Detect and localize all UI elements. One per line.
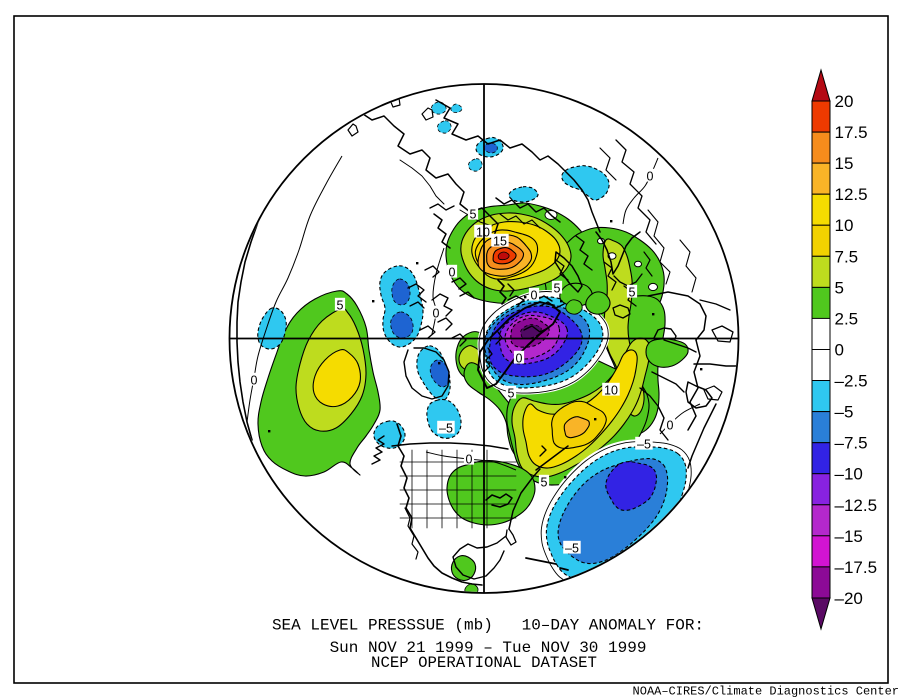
svg-text:–15: –15 bbox=[835, 527, 863, 546]
svg-text:SEA LEVEL PRESSSUE (mb) 10–D: SEA LEVEL PRESSSUE (mb) 10–DAY ANOMALY F… bbox=[272, 617, 704, 635]
svg-text:17.5: 17.5 bbox=[835, 123, 868, 142]
svg-text:0: 0 bbox=[531, 289, 538, 303]
svg-text:10: 10 bbox=[604, 384, 618, 398]
svg-text:2.5: 2.5 bbox=[835, 309, 859, 328]
svg-text:7.5: 7.5 bbox=[835, 247, 859, 266]
svg-text:–5: –5 bbox=[637, 438, 651, 452]
svg-text:–12.5: –12.5 bbox=[835, 496, 878, 515]
svg-text:0: 0 bbox=[667, 419, 674, 433]
svg-text:20: 20 bbox=[835, 92, 854, 111]
svg-text:–10: –10 bbox=[835, 465, 863, 484]
svg-text:0: 0 bbox=[449, 266, 456, 280]
svg-text:NOAA–CIRES/Climate Diagnostics: NOAA–CIRES/Climate Diagnostics Center bbox=[633, 685, 899, 699]
svg-text:0: 0 bbox=[516, 352, 523, 366]
svg-text:12.5: 12.5 bbox=[835, 185, 868, 204]
svg-text:–7.5: –7.5 bbox=[835, 434, 868, 453]
svg-text:–5: –5 bbox=[565, 542, 579, 556]
svg-text:0: 0 bbox=[835, 341, 844, 360]
svg-text:–5: –5 bbox=[835, 403, 854, 422]
svg-text:–17.5: –17.5 bbox=[835, 558, 878, 577]
svg-text:5: 5 bbox=[470, 208, 477, 222]
svg-text:–5: –5 bbox=[439, 422, 453, 436]
svg-text:10: 10 bbox=[476, 226, 490, 240]
svg-text:5: 5 bbox=[554, 282, 561, 296]
svg-text:5: 5 bbox=[541, 476, 548, 490]
svg-text:5: 5 bbox=[337, 299, 344, 313]
svg-text:10: 10 bbox=[835, 216, 854, 235]
svg-text:5: 5 bbox=[629, 286, 636, 300]
svg-text:15: 15 bbox=[835, 154, 854, 173]
svg-text:0: 0 bbox=[466, 453, 473, 467]
svg-text:5: 5 bbox=[835, 278, 844, 297]
svg-text:0: 0 bbox=[647, 170, 654, 184]
svg-text:15: 15 bbox=[493, 235, 507, 249]
svg-text:0: 0 bbox=[433, 307, 440, 321]
svg-text:0: 0 bbox=[251, 374, 258, 388]
svg-text:5: 5 bbox=[508, 387, 515, 401]
svg-text:–20: –20 bbox=[835, 589, 863, 608]
svg-text:NCEP OPERATIONAL DATASET: NCEP OPERATIONAL DATASET bbox=[371, 654, 597, 672]
svg-text:Sun NOV 21 1999 – Tue NOV 30 1: Sun NOV 21 1999 – Tue NOV 30 1999 bbox=[330, 639, 647, 657]
svg-text:–2.5: –2.5 bbox=[835, 372, 868, 391]
